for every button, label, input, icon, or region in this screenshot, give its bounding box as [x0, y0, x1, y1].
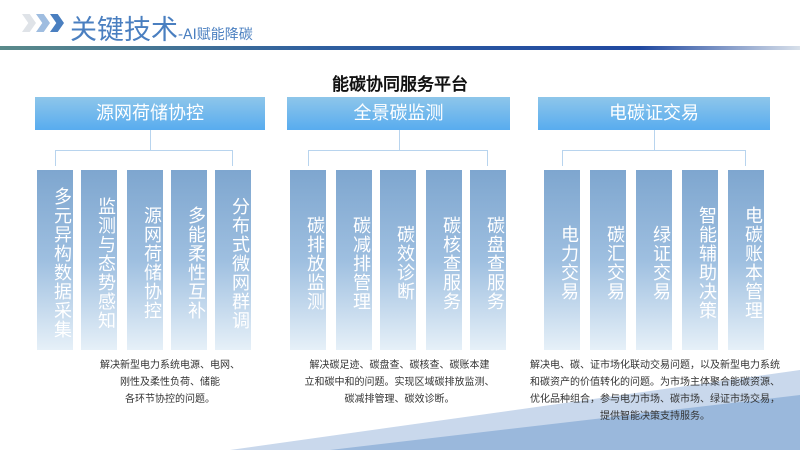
tech-item: 碳排放监测 — [290, 170, 326, 350]
tech-item: 分布式微网群调 — [215, 170, 251, 350]
description-line: 各环节协控的问题。 — [125, 394, 215, 405]
description-line: 刚性及柔性负荷、储能 — [120, 377, 220, 388]
slide-header: 关键技术-AI赋能降碳 — [0, 0, 800, 50]
group-description: 解决碳足迹、碳盘查、碳核查、碳账本建 立和碳中和的问题。实现区域碳排放监测、 碳减排… — [287, 357, 512, 408]
tech-item: 多能柔性互补 — [171, 170, 207, 350]
connector-line — [398, 130, 400, 150]
description-line: 解决碳足迹、碳盘查、碳核查、碳账本建 — [309, 360, 490, 371]
group-header: 电碳证交易 — [538, 97, 770, 130]
tech-item: 碳盘查服务 — [470, 170, 506, 350]
group-description: 解决电、碳、证市场化联动交易问题，以及新型电力系统 和碳资产的价值转化的问题。为市… — [515, 357, 795, 425]
tech-item: 碳核查服务 — [426, 170, 462, 350]
group-description: 解决新型电力系统电源、电网、 刚性及柔性负荷、储能 各环节协控的问题。 — [70, 357, 270, 408]
connector-line — [562, 150, 746, 166]
tech-item: 绿证交易 — [636, 170, 672, 350]
tech-item: 智能辅助决策 — [682, 170, 718, 350]
connector-line — [150, 130, 151, 150]
platform-title: 能碳协同服务平台 — [332, 75, 468, 95]
tech-item: 碳汇交易 — [590, 170, 626, 350]
description-line: 和碳资产的价值转化的问题。为市场主体聚合能碳资源、 — [530, 377, 780, 388]
tech-item: 源网荷储协控 — [127, 170, 163, 350]
description-line: 解决电、碳、证市场化联动交易问题，以及新型电力系统 — [530, 360, 780, 371]
connector-line — [308, 150, 488, 166]
tech-item: 电力交易 — [544, 170, 580, 350]
tech-item: 碳减排管理 — [336, 170, 372, 350]
page-title: 关键技术-AI赋能降碳 — [70, 15, 253, 46]
description-line: 碳减排管理、碳效诊断。 — [344, 394, 455, 405]
chevron-icon — [50, 14, 64, 32]
chevron-icon — [36, 14, 50, 32]
tech-item: 碳效诊断 — [380, 170, 416, 350]
header-divider — [0, 46, 800, 50]
connector-line — [55, 150, 233, 166]
tech-item: 多元异构数据采集 — [37, 170, 73, 350]
tech-item: 监测与态势感知 — [81, 170, 117, 350]
description-line: 立和碳中和的问题。实现区域碳排放监测、 — [304, 377, 495, 388]
group-header: 全景碳监测 — [287, 97, 510, 130]
group-header: 源网荷储协控 — [35, 97, 265, 130]
connector-line — [654, 130, 655, 150]
tech-item: 电碳账本管理 — [728, 170, 764, 350]
page-subtitle: -AI赋能降碳 — [178, 27, 253, 43]
description-line: 优化品种组合，参与电力市场、碳市场、绿证市场交易， — [530, 394, 780, 405]
chevron-icon — [22, 14, 36, 32]
description-line: 提供智能决策支持服务。 — [600, 411, 710, 422]
description-line: 解决新型电力系统电源、电网、 — [100, 360, 240, 371]
